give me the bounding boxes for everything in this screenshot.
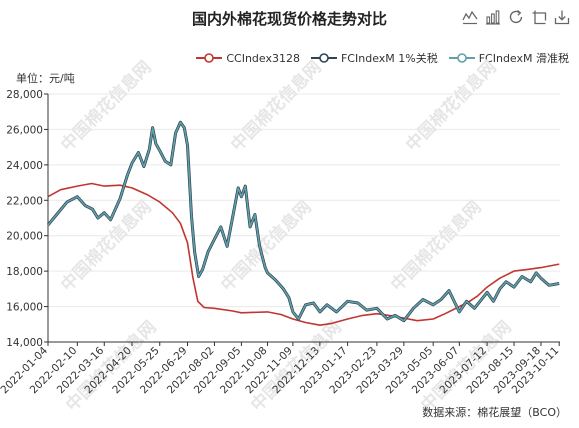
legend-label: FCIndexM 滑准税 <box>478 52 569 65</box>
legend-item-fcindex-sliding[interactable]: FCIndexM 滑准税 <box>448 50 569 66</box>
save-image-icon[interactable] <box>554 9 570 25</box>
data-source: 数据来源：棉花展望（BCO） <box>422 406 567 419</box>
legend-line-symbol <box>196 53 223 63</box>
data-view-icon[interactable] <box>531 9 547 25</box>
watermark-text: 中国棉花信息网 <box>57 197 156 296</box>
line-chart-icon[interactable] <box>462 9 478 25</box>
legend-item-fcindex-1pct[interactable]: FCIndexM 1%关税 <box>310 50 438 66</box>
grid-lines <box>48 93 560 308</box>
y-tick-label: 24,000 <box>6 160 43 172</box>
unit-label: 单位：元/吨 <box>16 72 75 85</box>
restore-icon[interactable] <box>508 9 524 25</box>
legend-item-ccindex[interactable]: CCIndex3128 <box>196 50 300 66</box>
watermark-text: 中国棉花信息网 <box>217 197 316 296</box>
y-tick-label: 16,000 <box>6 302 43 314</box>
chart-legend: CCIndex3128 FCIndexM 1%关税 FCIndexM 滑准税 <box>196 50 569 66</box>
y-tick-label: 26,000 <box>6 124 43 136</box>
legend-label: CCIndex3128 <box>226 51 300 65</box>
series-layer <box>46 120 560 327</box>
y-tick-label: 28,000 <box>6 89 43 101</box>
bar-chart-icon[interactable] <box>485 9 501 25</box>
chart-title: 国内外棉花现货价格走势对比 <box>191 10 387 28</box>
watermark-text: 中国棉花信息网 <box>387 197 486 296</box>
watermark-text: 中国棉花信息网 <box>227 57 326 156</box>
legend-line-symbol <box>310 53 337 63</box>
series-line-3 <box>47 121 560 322</box>
axes <box>47 94 560 343</box>
chart-toolbar <box>462 9 570 25</box>
legend-line-symbol <box>448 53 475 63</box>
legend-label: FCIndexM 1%关税 <box>340 52 438 65</box>
y-tick-label: 14,000 <box>6 337 43 349</box>
watermark-text: 中国棉花信息网 <box>402 57 501 156</box>
watermark-text: 中国棉花信息网 <box>57 57 156 156</box>
y-tick-label: 22,000 <box>6 195 43 207</box>
y-tick-label: 20,000 <box>6 231 43 243</box>
series-line-1 <box>47 182 560 327</box>
y-tick-label: 18,000 <box>6 266 43 278</box>
